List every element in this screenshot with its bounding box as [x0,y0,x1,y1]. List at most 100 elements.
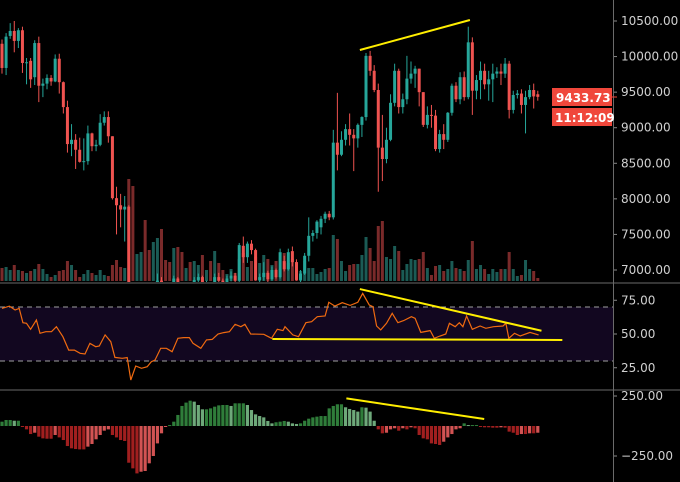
histogram-bar [397,426,401,431]
volume-bar [421,252,425,281]
candle-body [429,114,433,116]
volume-bar [29,271,33,281]
volume-bar [4,267,8,281]
candle [168,291,171,305]
histogram-bar [466,425,470,427]
volume-bar [503,269,507,281]
candle [254,248,258,281]
histogram-bar [503,426,507,428]
volume-bar [335,239,339,281]
candle-body [270,269,274,280]
candle [519,89,523,114]
histogram-bar [262,417,266,426]
histogram-bar [450,426,454,435]
histogram-bar [139,426,143,472]
trendline[interactable] [359,288,542,332]
candle-body [364,55,368,118]
volume-bar [98,270,102,281]
candle-body [254,250,258,280]
volume-bar [176,247,180,281]
candle-body [53,58,57,82]
histogram-bar [200,409,205,426]
candle-body [474,80,478,91]
candle [70,124,74,157]
volume-bar [155,238,159,281]
histogram-bar [82,426,86,450]
volume-bar [364,237,368,281]
candle-body [376,90,380,148]
volume-bar [311,268,315,281]
candle [94,139,98,152]
histogram-bar [343,407,348,426]
candle [123,196,127,242]
histogram-bar [98,426,102,435]
histogram-bar [438,426,442,445]
candle [352,129,356,172]
histogram-bar [20,426,25,427]
volume-bar [65,261,69,281]
histogram-bar [290,423,294,426]
price-axis[interactable]: 10500.00 10000.00 9500.00 9000.00 8500.00 800… [613,14,678,463]
volume-bar [49,277,53,281]
candle-body [185,295,188,299]
candle [397,68,401,114]
volume-bar [57,271,61,281]
rsi-band [0,307,613,361]
trendlines-layer[interactable] [272,19,563,421]
volume-bar [495,272,499,281]
candle [290,246,294,267]
trendline[interactable] [359,19,471,51]
candles-layer[interactable] [0,21,540,320]
histogram-bar [86,426,90,447]
volume-bar [327,268,331,281]
volume-bar [417,259,421,281]
candle-body [356,124,360,139]
volume-bar [380,221,384,281]
volume-bar [217,263,221,281]
volume-bar [61,270,65,281]
volume-bar [172,248,176,281]
candle-body [37,43,41,86]
candle-body [262,272,266,278]
candle-body [274,269,278,278]
volume-bar [74,270,78,281]
histogram-bar [470,425,474,427]
histogram-bar [53,426,57,435]
histogram-bar [536,426,540,433]
candle [286,248,290,271]
volume-bar [184,268,188,281]
volume-bar [315,274,319,281]
histogram-bar [61,426,65,441]
volume-bar [376,226,380,281]
trendline[interactable] [272,337,563,341]
histogram-bar [237,403,241,426]
volume-bar [241,253,245,281]
histogram-bar [454,426,458,430]
volume-bar [180,252,184,281]
candle-body [155,280,159,282]
volume-bar [12,265,16,281]
candle [479,61,483,100]
candle [49,75,53,86]
candle-body [438,134,442,150]
histogram-bar [233,403,237,426]
candle [413,65,417,88]
volume-bar [368,248,372,281]
histogram-bar [331,405,335,426]
candle [364,53,368,121]
histogram-bar [74,426,78,450]
price-tick-label: 8000.00 [621,192,671,206]
histogram-bar [33,426,37,433]
histogram-bar [16,420,20,426]
histogram-bar [462,423,466,426]
last-price-label: 9433.73 [556,91,611,105]
trendline[interactable] [346,397,485,421]
volume-bar [192,261,196,281]
candle-body [466,42,470,98]
histogram-bar [478,426,483,427]
candle [421,92,425,127]
candle [61,81,65,114]
histogram-bar [409,426,413,428]
volume-bar [352,264,356,281]
